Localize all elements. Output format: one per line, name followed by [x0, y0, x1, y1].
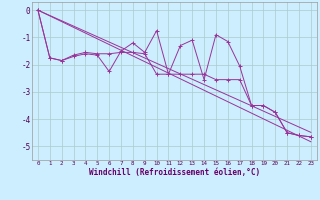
X-axis label: Windchill (Refroidissement éolien,°C): Windchill (Refroidissement éolien,°C) — [89, 168, 260, 177]
